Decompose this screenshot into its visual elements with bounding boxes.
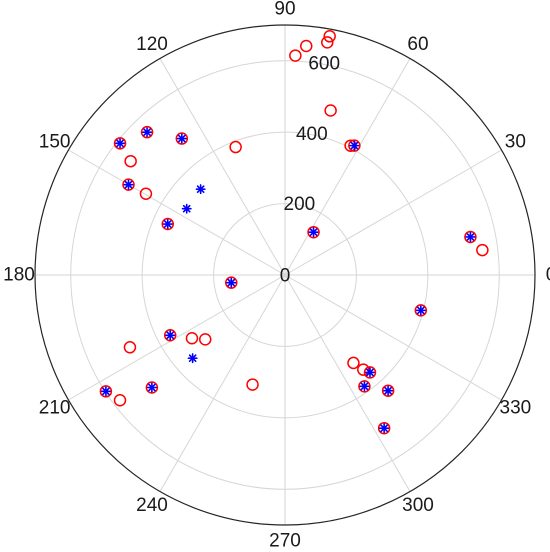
circle-point-14 <box>124 154 137 168</box>
asterisk-point-6 <box>123 179 134 190</box>
axis-labels: 0 30 60 90 120 150 180 210 240 270 300 330 0 200 400 60… <box>3 0 550 552</box>
spoke-300 <box>284 274 411 492</box>
asterisk-point-8 <box>226 277 237 288</box>
angle-label-90: 90 <box>274 0 295 20</box>
circle-point-16 <box>139 187 153 200</box>
circle-point-25 <box>99 385 113 398</box>
spoke-60 <box>284 58 411 276</box>
asterisk-point-13 <box>364 367 375 378</box>
radial-label-600: 600 <box>308 53 340 74</box>
circle-point-32 <box>381 384 395 397</box>
circle-point-15 <box>122 178 135 191</box>
outer-boundary <box>34 24 536 526</box>
circle-point-22 <box>123 341 137 354</box>
circle-point-10 <box>229 140 242 154</box>
asterisk-point-19 <box>195 184 206 195</box>
grid-circle-200 <box>213 203 357 347</box>
angle-label-240: 240 <box>136 495 168 516</box>
asterisk-point-1 <box>349 140 360 151</box>
asterisk-point-2 <box>465 231 476 242</box>
asterisk-point-9 <box>165 330 176 341</box>
circle-point-21 <box>198 333 212 346</box>
angle-label-150: 150 <box>39 132 71 153</box>
circle-point-23 <box>145 381 159 394</box>
radial-label-0: 0 <box>280 266 291 287</box>
circle-point-33 <box>377 421 391 435</box>
asterisk-point-16 <box>383 385 394 396</box>
asterisk-point-3 <box>176 133 187 144</box>
angle-label-30: 30 <box>505 132 526 153</box>
data-markers <box>99 30 489 435</box>
radial-label-400: 400 <box>296 124 328 145</box>
circle-point-8 <box>464 230 477 244</box>
spoke-30 <box>284 149 502 276</box>
circle-point-31 <box>358 380 371 393</box>
circle-point-29 <box>357 363 370 376</box>
angle-label-0: 0 <box>546 265 550 286</box>
spoke-330 <box>284 274 502 401</box>
circle-point-9 <box>476 243 489 257</box>
circle-point-27 <box>414 304 428 317</box>
grid-circle-600 <box>70 60 500 490</box>
circle-point-19 <box>163 329 177 342</box>
circle-point-24 <box>113 393 127 407</box>
asterisk-point-18 <box>187 353 198 364</box>
asterisk-point-11 <box>100 386 111 397</box>
polar-grid <box>34 24 536 526</box>
circle-point-20 <box>185 331 199 345</box>
circle-point-3 <box>321 36 334 49</box>
asterisk-point-15 <box>379 423 390 434</box>
angle-label-60: 60 <box>407 34 428 55</box>
angle-label-300: 300 <box>402 495 434 516</box>
circle-point-17 <box>161 217 174 231</box>
angle-label-330: 330 <box>500 398 532 419</box>
angle-label-180: 180 <box>3 265 35 286</box>
grid-circle-400 <box>141 131 429 419</box>
circle-point-7 <box>307 225 320 239</box>
spoke-210 <box>68 274 286 401</box>
angle-label-120: 120 <box>136 34 168 55</box>
circle-point-4 <box>324 104 337 117</box>
circle-point-6 <box>348 139 361 152</box>
circle-point-11 <box>175 132 189 145</box>
circle-point-18 <box>225 276 238 289</box>
circle-point-30 <box>363 366 377 379</box>
spoke-150 <box>68 149 286 276</box>
asterisk-point-17 <box>181 203 192 214</box>
asterisk-point-12 <box>415 305 426 316</box>
angle-label-270: 270 <box>269 531 301 552</box>
circle-point-28 <box>347 356 360 370</box>
asterisk-point-5 <box>115 138 126 149</box>
circle-point-1 <box>299 39 313 53</box>
spoke-120 <box>159 58 286 276</box>
circle-point-0 <box>289 49 302 62</box>
asterisk-point-0 <box>308 227 319 238</box>
angle-label-210: 210 <box>39 398 71 419</box>
circle-point-2 <box>323 30 336 43</box>
asterisk-point-14 <box>359 381 370 392</box>
radial-label-200: 200 <box>284 194 316 215</box>
asterisk-point-4 <box>142 127 153 138</box>
asterisk-point-10 <box>146 382 157 393</box>
spoke-240 <box>159 274 286 492</box>
circle-point-26 <box>246 378 259 391</box>
circle-point-12 <box>140 125 154 139</box>
circle-point-13 <box>113 137 127 150</box>
asterisk-point-7 <box>162 219 173 230</box>
